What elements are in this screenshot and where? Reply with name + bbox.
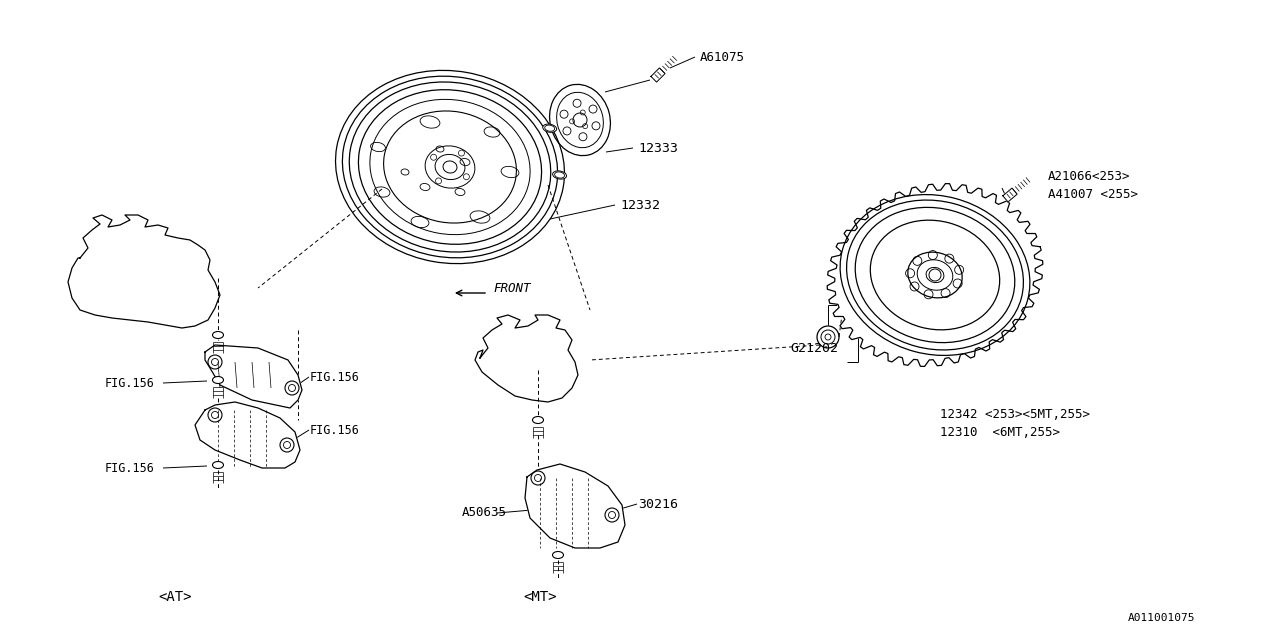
Polygon shape: [205, 345, 302, 408]
Ellipse shape: [212, 461, 224, 468]
Ellipse shape: [532, 417, 544, 424]
Ellipse shape: [553, 171, 567, 179]
Text: 30216: 30216: [637, 497, 678, 511]
Text: FIG.156: FIG.156: [105, 461, 155, 474]
Ellipse shape: [827, 184, 1043, 366]
Text: <MT>: <MT>: [524, 590, 557, 604]
Text: FRONT: FRONT: [493, 282, 530, 294]
Text: A011001075: A011001075: [1128, 613, 1196, 623]
Text: A41007 <255>: A41007 <255>: [1048, 188, 1138, 200]
Text: G21202: G21202: [790, 342, 838, 355]
Text: 12332: 12332: [620, 198, 660, 211]
Text: 12310  <6MT,255>: 12310 <6MT,255>: [940, 426, 1060, 438]
Polygon shape: [1002, 188, 1018, 202]
Text: A21066<253>: A21066<253>: [1048, 170, 1130, 182]
Polygon shape: [652, 68, 666, 82]
Text: FIG.156: FIG.156: [310, 371, 360, 383]
Text: FIG.156: FIG.156: [310, 424, 360, 436]
Ellipse shape: [212, 332, 224, 339]
Ellipse shape: [543, 124, 557, 132]
Ellipse shape: [212, 376, 224, 383]
Text: FIG.156: FIG.156: [105, 376, 155, 390]
Text: A61075: A61075: [700, 51, 745, 63]
Polygon shape: [827, 184, 1043, 366]
Text: 12333: 12333: [637, 141, 678, 154]
Text: A50635: A50635: [462, 506, 507, 520]
Polygon shape: [525, 464, 625, 548]
Ellipse shape: [553, 552, 563, 559]
Text: 12342 <253><5MT,255>: 12342 <253><5MT,255>: [940, 408, 1091, 420]
Text: <AT>: <AT>: [159, 590, 192, 604]
Polygon shape: [195, 402, 300, 468]
